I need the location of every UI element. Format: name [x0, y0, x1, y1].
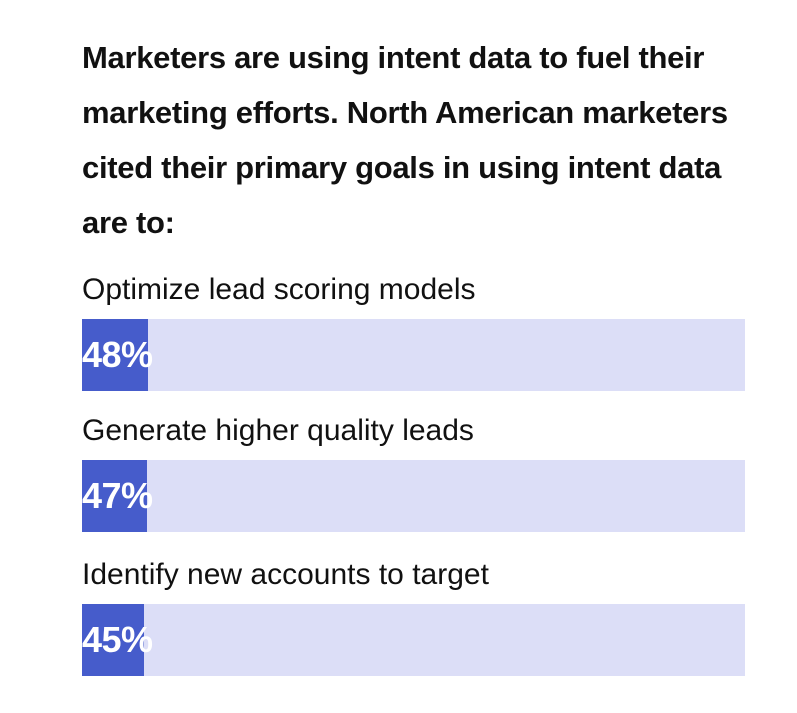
- bar-track: 47%: [82, 460, 745, 532]
- bar-track: 45%: [82, 604, 745, 676]
- bar-label-identify-new-accounts: Identify new accounts to target: [82, 558, 489, 591]
- bar-track: 48%: [82, 319, 745, 391]
- bar-value-label: 45%: [82, 619, 153, 660]
- bar-label-generate-higher-quality-leads: Generate higher quality leads: [82, 414, 474, 447]
- chart-title: Marketers are using intent data to fuel …: [82, 40, 728, 240]
- bar-fill: [82, 460, 147, 532]
- bar-value-label: 47%: [82, 475, 153, 516]
- bar-fill: [82, 319, 148, 391]
- bar-label-optimize-lead-scoring: Optimize lead scoring models: [82, 273, 476, 306]
- bar-fill: [82, 604, 144, 676]
- bar-value-label: 48%: [82, 334, 153, 375]
